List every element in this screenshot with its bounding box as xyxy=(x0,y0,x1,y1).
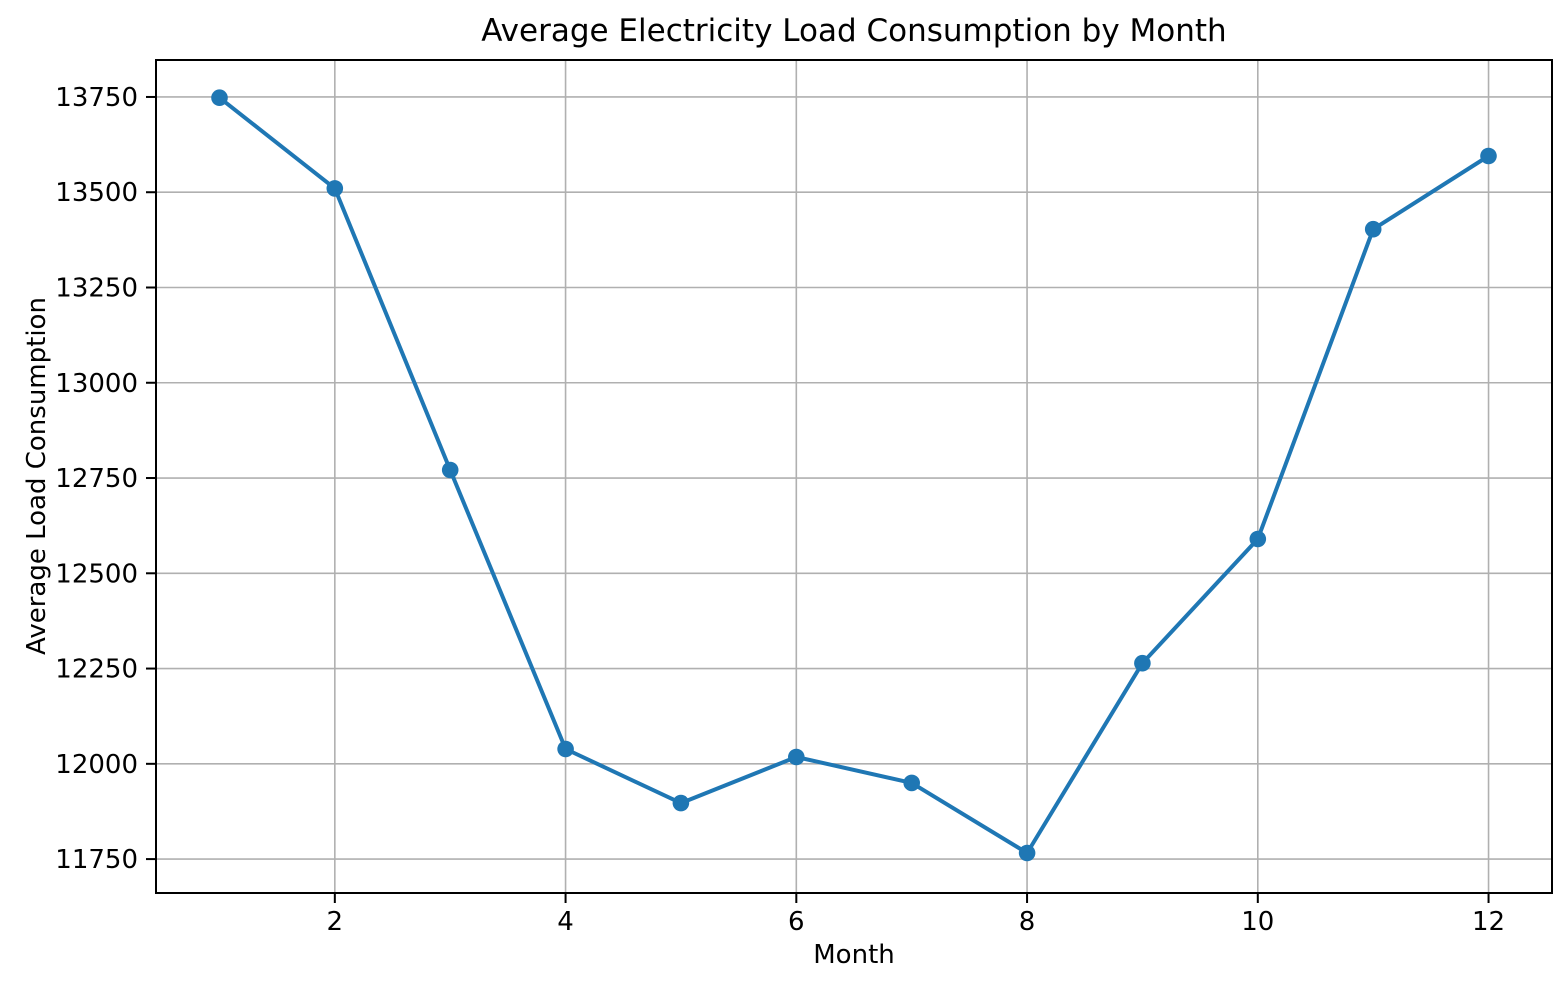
x-axis: 2 4 6 8 10 12 xyxy=(327,893,1505,937)
data-point xyxy=(326,180,344,197)
line-series xyxy=(217,95,1491,855)
x-tick-label: 12 xyxy=(1472,907,1505,937)
y-tick-label: 12000 xyxy=(55,750,138,780)
y-axis-label: Average Load Consumption xyxy=(22,297,52,655)
y-tick-label: 11750 xyxy=(55,845,138,875)
data-point xyxy=(1480,147,1497,165)
x-tick-label: 6 xyxy=(788,907,805,937)
x-tick-label: 8 xyxy=(1019,907,1036,937)
y-tick-label: 12500 xyxy=(55,559,138,589)
chart-title: Average Electricity Load Consumption by … xyxy=(481,13,1226,49)
y-tick-label: 13500 xyxy=(55,178,138,208)
data-point xyxy=(903,774,920,792)
grid-lines xyxy=(156,60,1552,893)
plot-border xyxy=(155,59,1553,894)
data-point xyxy=(1249,530,1267,548)
y-tick-label: 13250 xyxy=(55,273,138,303)
data-point xyxy=(1134,654,1151,672)
y-tick-label: 13750 xyxy=(55,83,138,113)
x-tick-label: 10 xyxy=(1241,907,1274,937)
data-point xyxy=(211,89,228,106)
y-axis: 11750 12000 12250 12500 12750 13000 13250 13500… xyxy=(55,83,156,875)
data-point xyxy=(441,461,459,479)
x-axis-label: Month xyxy=(813,940,895,970)
y-tick-label: 12750 xyxy=(55,464,138,494)
data-point xyxy=(672,794,690,812)
y-tick-label: 13000 xyxy=(55,369,138,399)
data-point-markers xyxy=(211,89,1497,862)
y-tick-label: 12250 xyxy=(55,655,138,685)
x-tick-label: 2 xyxy=(327,907,344,937)
data-point xyxy=(1018,844,1036,862)
data-point xyxy=(557,740,574,758)
data-point xyxy=(788,748,805,766)
data-point xyxy=(1364,220,1382,238)
x-tick-label: 4 xyxy=(557,907,574,937)
